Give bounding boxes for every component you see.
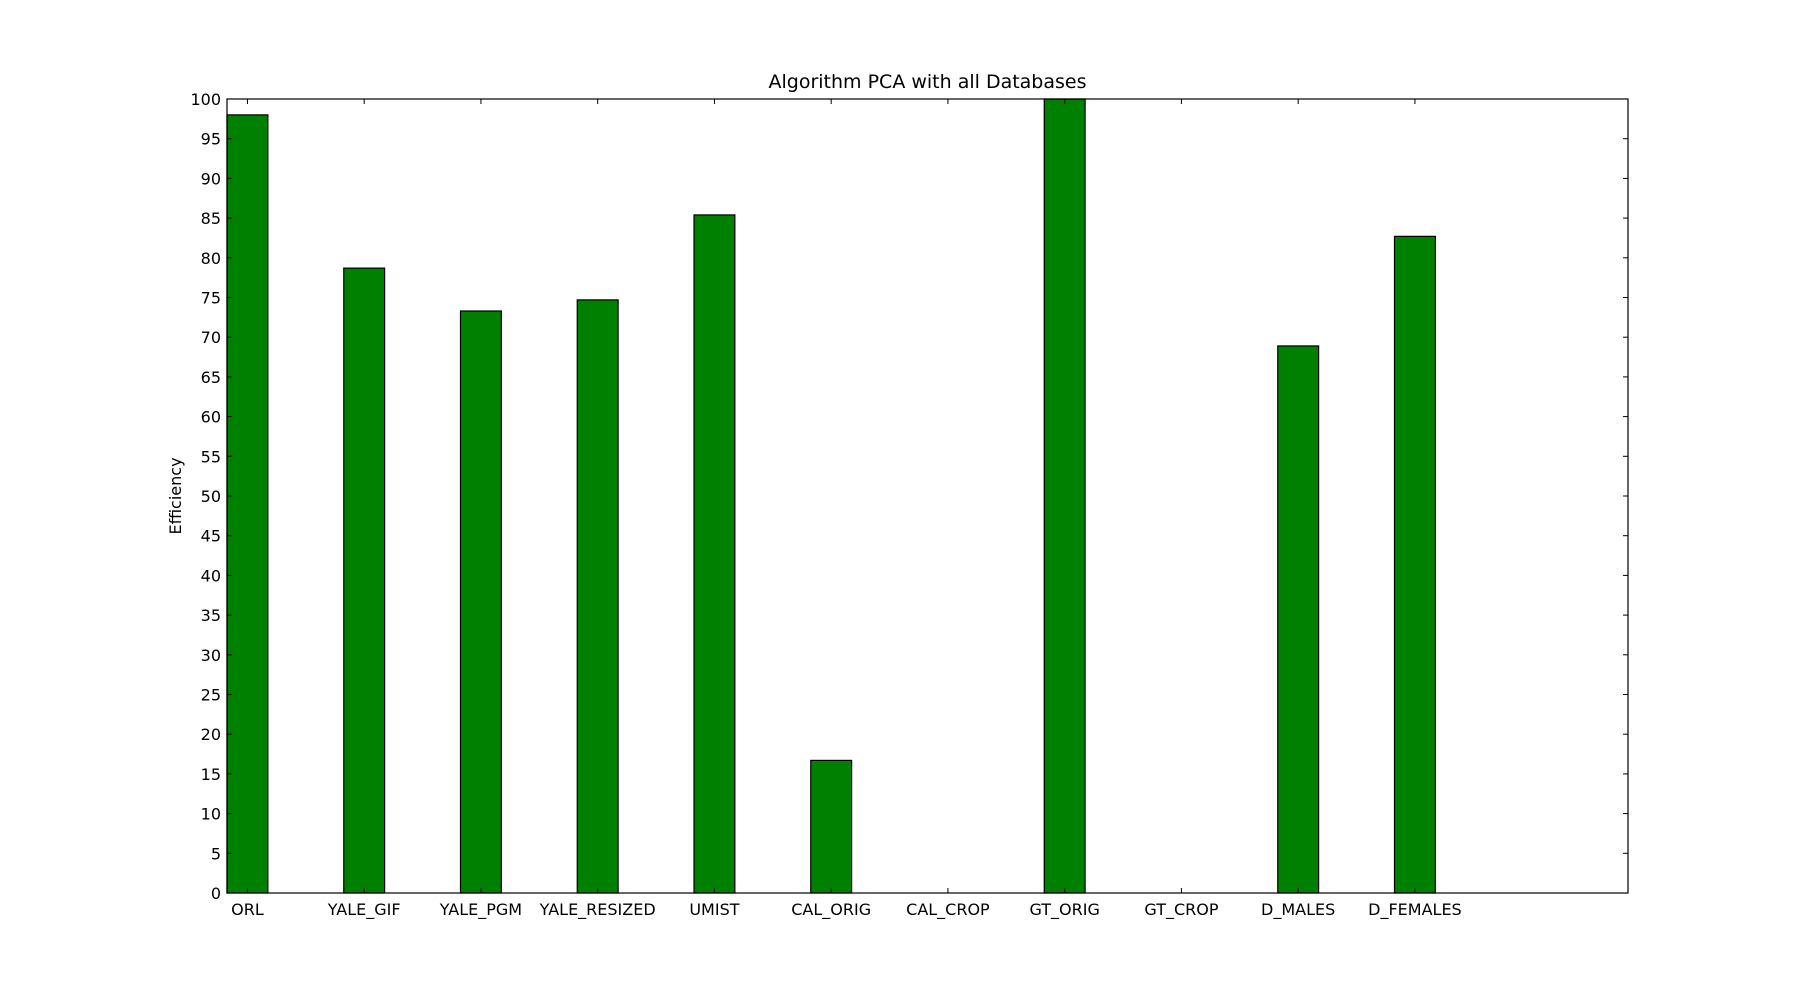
bar-gt-orig	[1043, 98, 1086, 894]
y-tick-label: 30	[201, 646, 221, 665]
x-tick-label: ORL	[231, 900, 264, 919]
x-tick-label: GT_CROP	[1144, 900, 1218, 920]
y-tick-label: 65	[201, 368, 221, 387]
y-tick-label: 25	[201, 686, 221, 705]
bar-yale-pgm	[459, 310, 502, 894]
y-tick-label: 5	[211, 844, 221, 863]
y-tick-label: 85	[201, 209, 221, 228]
x-tick-label: YALE_PGM	[439, 900, 522, 920]
axis-ticks: ORL YALE_GIF YALE_PGM YALE_RESIZED UMIST CAL_…	[190, 90, 1628, 920]
y-tick-label: 100	[190, 90, 221, 109]
y-tick-label: 50	[201, 487, 221, 506]
y-tick-label: 70	[201, 328, 221, 347]
bar-cal-orig	[810, 759, 853, 894]
y-tick-label: 35	[201, 606, 221, 625]
y-tick-label: 80	[201, 249, 221, 268]
bar-d-males	[1277, 345, 1320, 894]
y-axis-label: Efficiency	[166, 457, 185, 534]
x-tick-label: UMIST	[689, 900, 739, 919]
bar-yale-resized	[576, 299, 619, 894]
bars	[226, 98, 1436, 894]
x-tick-label: YALE_RESIZED	[539, 900, 656, 920]
y-tick-label: 55	[201, 447, 221, 466]
x-tick-label: D_MALES	[1261, 900, 1335, 920]
x-tick-label: GT_ORIG	[1029, 900, 1099, 920]
y-tick-label: 20	[201, 725, 221, 744]
bar-orl	[226, 114, 269, 894]
bar-d-females	[1393, 235, 1436, 894]
y-tick-label: 40	[201, 566, 221, 585]
x-tick-label: CAL_ORIG	[791, 900, 871, 920]
bar-yale-gif	[343, 267, 386, 894]
y-tick-label: 60	[201, 408, 221, 427]
y-tick-label: 45	[201, 527, 221, 546]
bar-umist	[693, 214, 736, 894]
x-tick-label: YALE_GIF	[327, 900, 401, 920]
plot-frame	[226, 98, 1629, 894]
x-tick-label: CAL_CROP	[906, 900, 990, 920]
y-tick-label: 90	[201, 169, 221, 188]
y-tick-label: 0	[211, 884, 221, 903]
chart-title: Algorithm PCA with all Databases	[769, 71, 1087, 93]
y-tick-label: 75	[201, 289, 221, 308]
x-tick-label: D_FEMALES	[1368, 900, 1462, 920]
y-tick-label: 95	[201, 130, 221, 149]
y-tick-label: 10	[201, 805, 221, 824]
y-tick-label: 15	[201, 765, 221, 784]
